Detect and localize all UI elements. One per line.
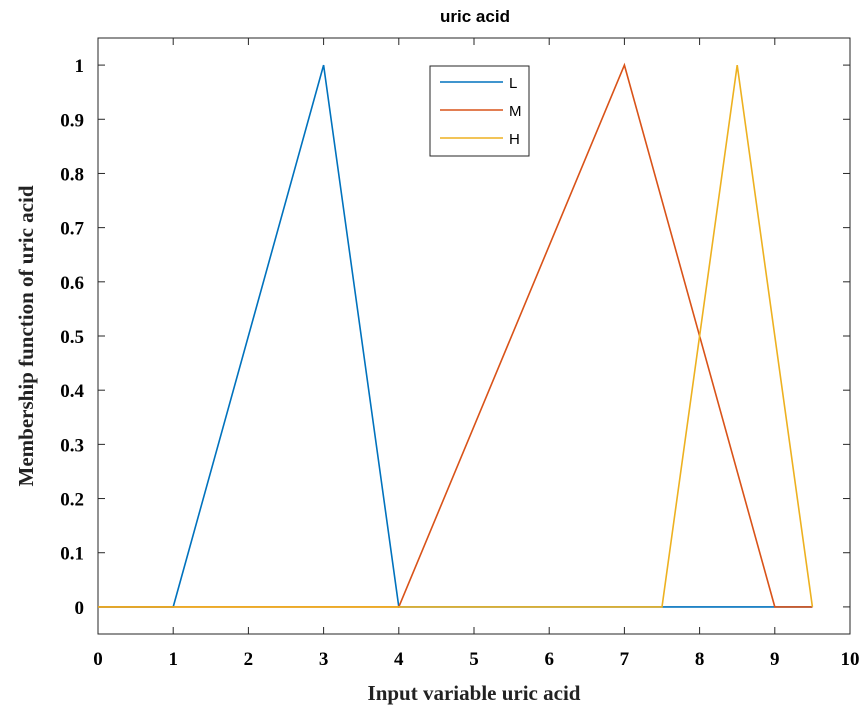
- series-lines: [98, 62, 814, 608]
- x-tick-label: 8: [695, 649, 705, 670]
- x-tick-label: 4: [394, 649, 404, 670]
- x-tick-label: 2: [244, 649, 254, 670]
- y-tick-label: 0.8: [60, 164, 84, 185]
- y-tick-label: 0.3: [60, 435, 84, 456]
- axis-ticks: 0 1 2 3 4 5 6 7 8 9 10 0 0.1 0.2 0.3 0.4 0.5 0.6 0.7 0.8 0.9…: [60, 38, 860, 670]
- y-tick-label: 1: [75, 56, 85, 77]
- y-tick-label: 0.6: [60, 273, 84, 294]
- x-axis-label: Input variable uric acid: [368, 681, 581, 705]
- y-tick-label: 0.2: [60, 490, 84, 511]
- series-line-H: [98, 64, 814, 608]
- x-tick-label: 6: [544, 649, 554, 670]
- x-tick-label: 5: [469, 649, 479, 670]
- chart-title: uric acid: [440, 7, 510, 26]
- y-axis-label: Membership function of uric acid: [14, 185, 38, 486]
- x-tick-label: 7: [620, 649, 630, 670]
- x-tick-label: 1: [168, 649, 178, 670]
- y-tick-label: 0.7: [60, 219, 84, 240]
- y-tick-label: 0: [75, 598, 85, 619]
- legend: LMH: [429, 65, 530, 157]
- x-tick-label: 3: [319, 649, 329, 670]
- y-tick-label: 0.4: [60, 381, 84, 402]
- x-tick-label: 9: [770, 649, 780, 670]
- y-tick-label: 0.1: [60, 544, 84, 565]
- legend-box: [429, 65, 530, 157]
- x-tick-label: 10: [841, 649, 860, 670]
- legend-label: M: [509, 103, 522, 120]
- legend-label: H: [509, 131, 520, 148]
- x-tick-label: 0: [93, 649, 103, 670]
- y-tick-label: 0.5: [60, 327, 84, 348]
- legend-label: L: [509, 75, 517, 92]
- y-tick-label: 0.9: [60, 110, 84, 131]
